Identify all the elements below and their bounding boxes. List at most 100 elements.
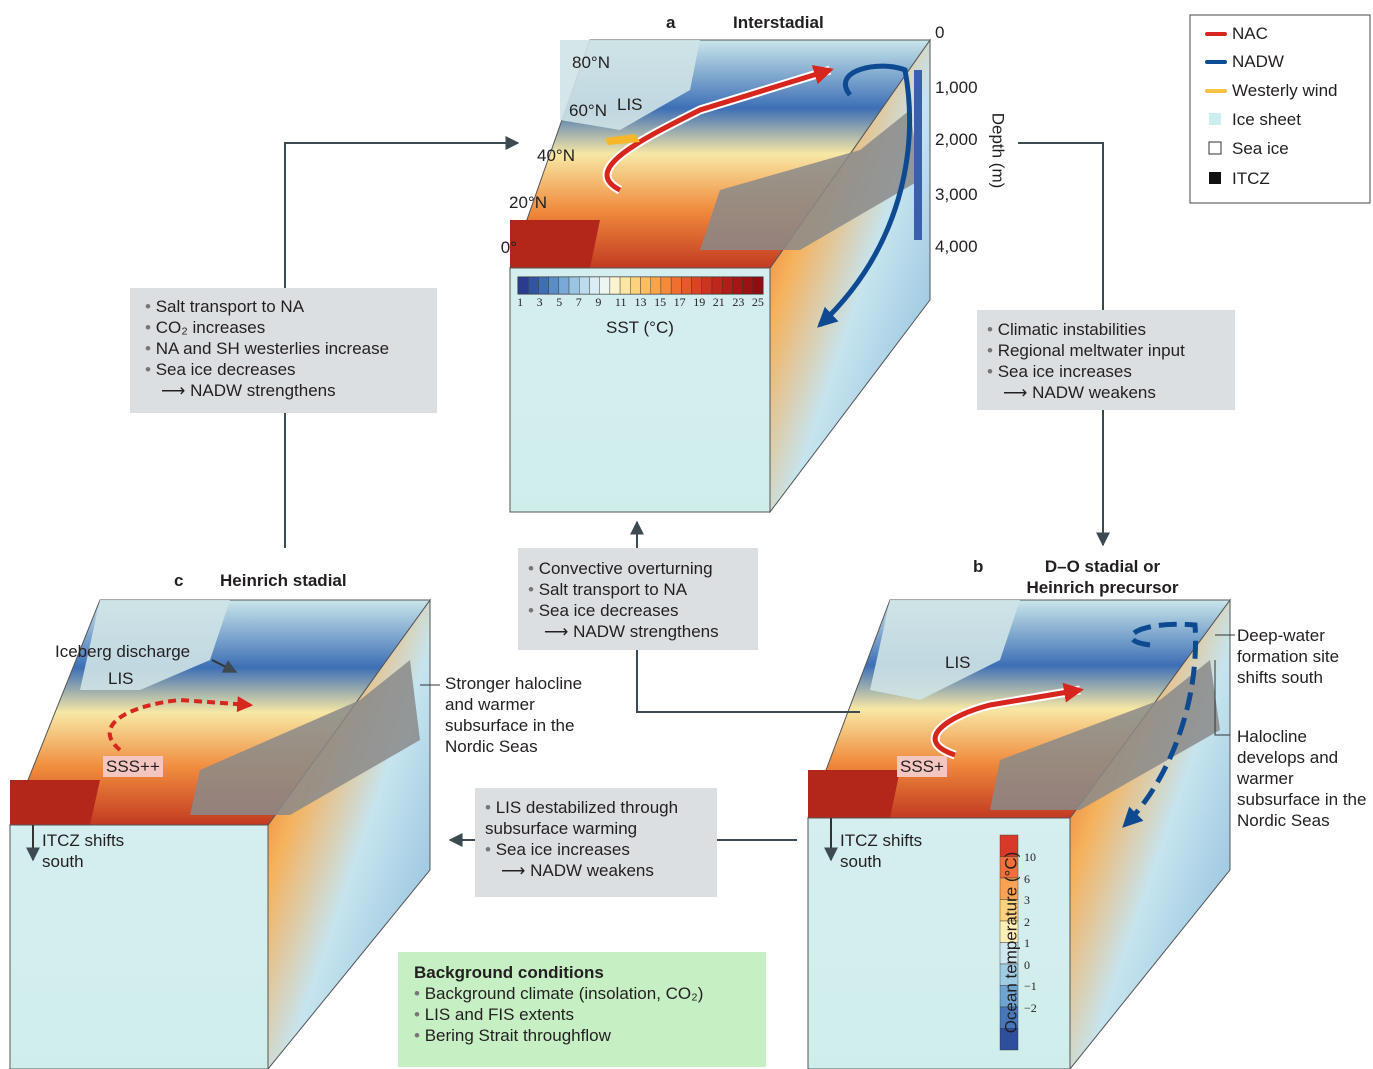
sst-cell bbox=[753, 277, 763, 294]
itcz-label: ITCZ shifts south bbox=[42, 830, 152, 872]
sst-cell bbox=[722, 277, 732, 294]
sst-cell bbox=[528, 277, 538, 294]
sst-colorbar bbox=[518, 277, 763, 294]
panel-title: Heinrich stadial bbox=[220, 570, 347, 591]
lis-label: LIS bbox=[617, 94, 643, 115]
sst-tick: 21 bbox=[713, 295, 725, 310]
box-item: Salt transport to NA bbox=[528, 579, 758, 600]
sst-cell bbox=[671, 277, 681, 294]
sst-cell bbox=[732, 277, 742, 294]
temp-tick: −2 bbox=[1024, 1001, 1037, 1016]
background-item: Background climate (insolation, CO₂) bbox=[414, 983, 766, 1004]
box-item: Sea ice decreases bbox=[528, 600, 758, 621]
sst-tick: 7 bbox=[576, 295, 582, 310]
depth-tick: 3,000 bbox=[935, 184, 978, 205]
depth-label: Depth (m) bbox=[987, 113, 1008, 189]
graphics bbox=[0, 0, 1373, 1069]
background-item: Bering Strait throughflow bbox=[414, 1025, 766, 1046]
process-box: Convective overturning Salt transport to… bbox=[518, 548, 758, 650]
sst-tick: 11 bbox=[615, 295, 627, 310]
panel-letter: a bbox=[666, 12, 675, 33]
annotation: Iceberg discharge bbox=[55, 641, 190, 662]
sst-tick: 3 bbox=[537, 295, 543, 310]
temp-tick: 3 bbox=[1024, 893, 1030, 908]
background-item: LIS and FIS extents bbox=[414, 1004, 766, 1025]
legend-label: Ice sheet bbox=[1232, 109, 1301, 130]
sst-cell bbox=[681, 277, 691, 294]
box-item: Convective overturning bbox=[528, 558, 758, 579]
sst-cell bbox=[641, 277, 651, 294]
sst-cell bbox=[620, 277, 630, 294]
sst-cell bbox=[518, 277, 528, 294]
sst-cell bbox=[743, 277, 753, 294]
temp-label: Ocean temperature (°C) bbox=[1000, 852, 1021, 1034]
sst-cell bbox=[538, 277, 548, 294]
sst-tick: 1 bbox=[517, 295, 523, 310]
depth-tick: 1,000 bbox=[935, 77, 978, 98]
process-box: Salt transport to NA CO₂ increases NA an… bbox=[130, 288, 437, 413]
panel-letter: c bbox=[174, 570, 183, 591]
land bbox=[808, 770, 900, 818]
temp-tick: 10 bbox=[1024, 850, 1036, 865]
box-item: NA and SH westerlies increase bbox=[145, 338, 437, 359]
process-box: LIS destabilized through subsurface warm… bbox=[475, 788, 717, 897]
sst-cell bbox=[702, 277, 712, 294]
legend-swatch bbox=[1209, 172, 1221, 184]
sss-label: SSS+ bbox=[897, 756, 947, 777]
temp-tick: 1 bbox=[1024, 936, 1030, 951]
sst-cell bbox=[651, 277, 661, 294]
latitude-label: 0° bbox=[501, 237, 517, 258]
latitude-label: 20°N bbox=[509, 192, 547, 213]
depth-tick: 4,000 bbox=[935, 236, 978, 257]
sst-cell bbox=[600, 277, 610, 294]
lis-label: LIS bbox=[945, 652, 971, 673]
sst-tick: 17 bbox=[674, 295, 686, 310]
lis-label: LIS bbox=[108, 668, 134, 689]
box-result: NADW strengthens bbox=[528, 621, 758, 642]
land bbox=[510, 220, 600, 268]
legend-swatch bbox=[1209, 113, 1221, 125]
sst-tick: 19 bbox=[693, 295, 705, 310]
sst-cell bbox=[559, 277, 569, 294]
sst-cell bbox=[692, 277, 702, 294]
sst-cell bbox=[589, 277, 599, 294]
box-item: Sea ice increases bbox=[987, 361, 1235, 382]
sst-tick: 5 bbox=[556, 295, 562, 310]
sst-cell bbox=[549, 277, 559, 294]
background-title: Background conditions bbox=[414, 962, 766, 983]
box-item: Regional meltwater input bbox=[987, 340, 1235, 361]
sst-cell bbox=[610, 277, 620, 294]
legend-label: NADW bbox=[1232, 51, 1284, 72]
sst-cell bbox=[569, 277, 579, 294]
sst-cell bbox=[630, 277, 640, 294]
box-item: Salt transport to NA bbox=[145, 296, 437, 317]
sst-tick: 15 bbox=[654, 295, 666, 310]
diagram: NAC NADW Westerly wind Ice sheet Sea ice… bbox=[0, 0, 1373, 1069]
box-item: Sea ice decreases bbox=[145, 359, 437, 380]
sst-tick: 25 bbox=[752, 295, 764, 310]
box-result: NADW weakens bbox=[485, 860, 711, 881]
panel-title: D–O stadial or Heinrich precursor bbox=[1015, 556, 1190, 598]
sst-cell bbox=[661, 277, 671, 294]
latitude-label: 40°N bbox=[537, 145, 575, 166]
panel-letter: b bbox=[973, 556, 983, 577]
sst-tick: 23 bbox=[732, 295, 744, 310]
sst-cell bbox=[712, 277, 722, 294]
panel-title: Interstadial bbox=[733, 12, 824, 33]
depth-tick: 0 bbox=[935, 22, 944, 43]
temp-tick: 2 bbox=[1024, 915, 1030, 930]
sst-label: SST (°C) bbox=[606, 317, 674, 338]
box-result: NADW strengthens bbox=[145, 380, 437, 401]
temp-tick: 0 bbox=[1024, 958, 1030, 973]
sss-label: SSS++ bbox=[103, 756, 163, 777]
legend-label: NAC bbox=[1232, 23, 1268, 44]
depth-tick: 2,000 bbox=[935, 129, 978, 150]
box-result: NADW weakens bbox=[987, 382, 1235, 403]
box-item: Sea ice increases bbox=[485, 839, 711, 860]
sst-tick: 9 bbox=[595, 295, 601, 310]
itcz-label: ITCZ shifts south bbox=[840, 830, 950, 872]
process-box: Climatic instabilities Regional meltwate… bbox=[977, 310, 1235, 410]
depth-bar bbox=[914, 70, 922, 240]
sst-tick: 13 bbox=[635, 295, 647, 310]
legend-label: Sea ice bbox=[1232, 138, 1289, 159]
